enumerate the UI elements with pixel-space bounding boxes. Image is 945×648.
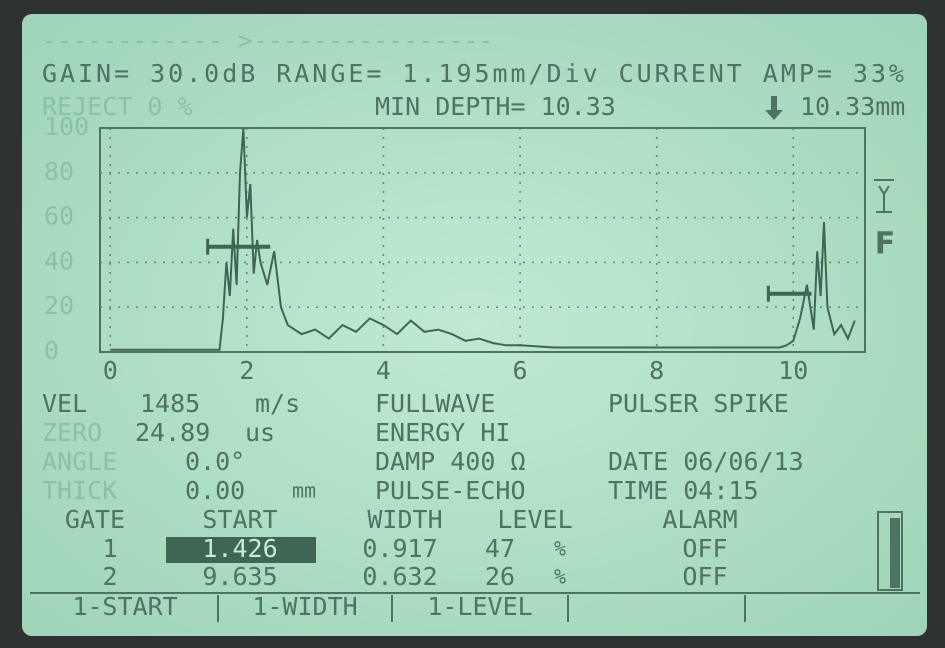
gate-width: 0.917 <box>362 534 437 563</box>
gate-number: 2 <box>102 562 117 591</box>
device-screen: ------------ >---------------- GAIN= 30.… <box>0 0 945 648</box>
x-tick-label: 8 <box>649 356 664 385</box>
setting-value: 0.0° <box>185 447 245 476</box>
y-tick-label: 0 <box>44 336 59 365</box>
gate-level: 47 <box>485 534 515 563</box>
y-tick-label: 20 <box>44 291 74 320</box>
info: TIME 04:15 <box>608 476 759 505</box>
setting-unit: mm <box>292 479 316 503</box>
gate-header: WIDTH <box>367 505 442 534</box>
x-tick-label: 4 <box>376 356 391 385</box>
y-tick-label: 80 <box>44 157 74 186</box>
mode: ENERGY HI <box>375 418 510 447</box>
setting-value: 1485 <box>140 389 200 418</box>
y-tick-label: 100 <box>44 112 89 141</box>
depth-reading: 10.33mm <box>800 92 905 121</box>
info: DATE 06/06/13 <box>608 447 804 476</box>
setting-value: 24.89 <box>135 418 210 447</box>
gate-alarm: OFF <box>682 534 727 563</box>
softkey[interactable]: 1-LEVEL <box>427 592 532 621</box>
setting-unit: us <box>245 418 275 447</box>
min-depth: MIN DEPTH= 10.33 <box>375 92 616 121</box>
gate-start[interactable]: 1.426 <box>202 534 277 563</box>
gate-header: GATE <box>65 505 125 534</box>
setting-label: THICK <box>42 476 117 505</box>
gate-header: START <box>202 505 277 534</box>
gate-header: ALARM <box>662 505 737 534</box>
gate-header: LEVEL <box>497 505 572 534</box>
x-tick-label: 10 <box>778 356 808 385</box>
x-tick-label: 0 <box>103 356 118 385</box>
y-tick-label: 40 <box>44 246 74 275</box>
cursor-line: ------------ >---------------- <box>42 26 494 55</box>
setting-value: 0.00 <box>185 476 245 505</box>
softkey[interactable]: 1-START <box>72 592 177 621</box>
gate-start: 9.635 <box>202 562 277 591</box>
softkey[interactable]: 1-WIDTH <box>252 592 357 621</box>
mode: DAMP 400 Ω <box>375 447 526 476</box>
mode-indicator: F <box>875 227 896 262</box>
mode: FULLWAVE <box>375 389 495 418</box>
setting-label: ZERO <box>42 418 102 447</box>
mode: PULSE-ECHO <box>375 476 526 505</box>
gate-level-unit: % <box>554 537 566 561</box>
gate-width: 0.632 <box>362 562 437 591</box>
setting-label: ANGLE <box>42 447 117 476</box>
gate-alarm: OFF <box>682 562 727 591</box>
y-tick-label: 60 <box>44 202 74 231</box>
gate-level: 26 <box>485 562 515 591</box>
setting-label: VEL <box>42 389 87 418</box>
x-tick-label: 6 <box>513 356 528 385</box>
info: PULSER SPIKE <box>608 389 789 418</box>
x-tick-label: 2 <box>239 356 254 385</box>
gate-level-unit: % <box>554 565 566 589</box>
setting-unit: m/s <box>255 389 300 418</box>
gate-number: 1 <box>102 534 117 563</box>
